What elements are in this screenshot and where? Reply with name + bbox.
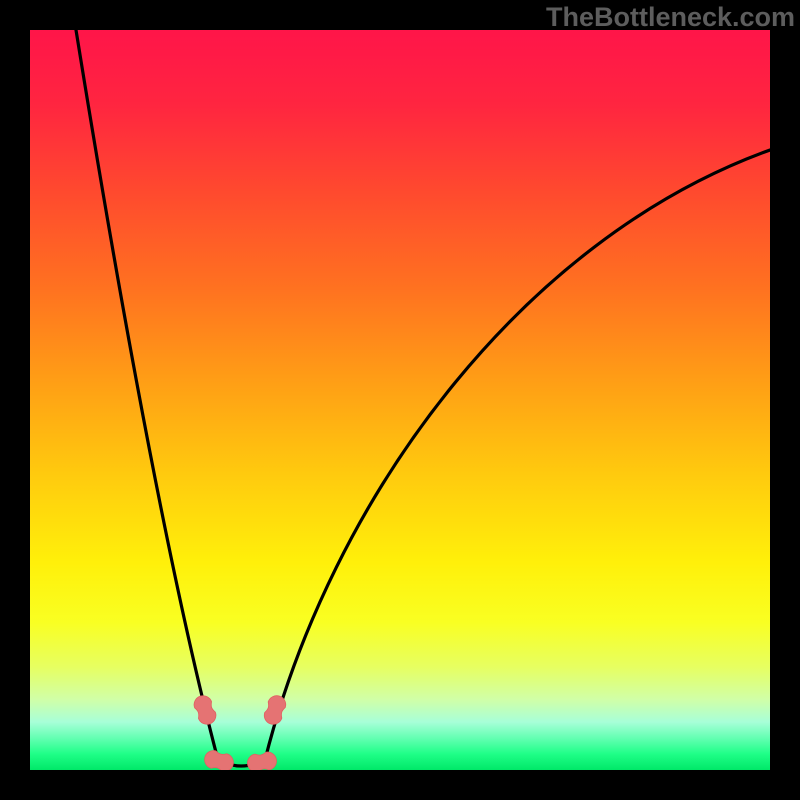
watermark-label: TheBottleneck.com: [546, 2, 795, 33]
plot-svg: [0, 0, 800, 800]
